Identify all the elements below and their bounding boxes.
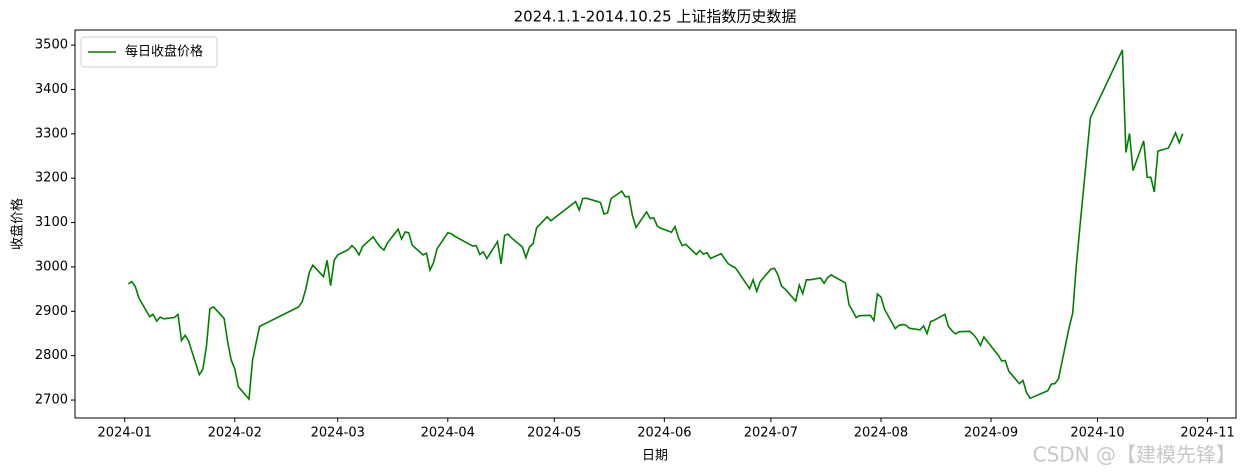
- y-axis-label: 收盘价格: [10, 198, 26, 250]
- x-tick-label: 2024-09: [964, 426, 1018, 441]
- legend-box: [80, 36, 218, 68]
- y-tick-label: 3500: [35, 38, 68, 53]
- x-tick-label: 2024-10: [1070, 426, 1124, 441]
- y-tick-label: 3300: [35, 126, 68, 141]
- y-tick-label: 3000: [35, 259, 68, 274]
- x-axis-label: 日期: [642, 449, 668, 464]
- x-tick-label: 2024-08: [854, 426, 908, 441]
- legend-label: 每日收盘价格: [125, 44, 203, 60]
- x-tick-label: 2024-11: [1180, 426, 1234, 441]
- y-tick-label: 3100: [35, 215, 68, 230]
- x-tick-label: 2024-05: [527, 426, 581, 441]
- x-tick-label: 2024-02: [208, 426, 262, 441]
- plot-frame: [74, 29, 1237, 419]
- x-tick-label: 2024-07: [744, 426, 798, 441]
- x-tick-label: 2024-04: [421, 426, 475, 441]
- y-tick-label: 2800: [35, 348, 68, 363]
- x-tick-label: 2024-06: [637, 426, 691, 441]
- chart-title: 2024.1.1-2014.10.25 上证指数历史数据: [514, 8, 797, 26]
- data-line: [127, 49, 1184, 402]
- watermark: CSDN @【建模先锋】: [1033, 443, 1236, 467]
- x-tick-label: 2024-01: [98, 426, 152, 441]
- y-tick-label: 3200: [35, 171, 68, 186]
- y-tick-label: 3400: [35, 82, 68, 97]
- y-tick-label: 2900: [35, 304, 68, 319]
- x-tick-label: 2024-03: [311, 426, 365, 441]
- y-tick-label: 2700: [35, 393, 68, 408]
